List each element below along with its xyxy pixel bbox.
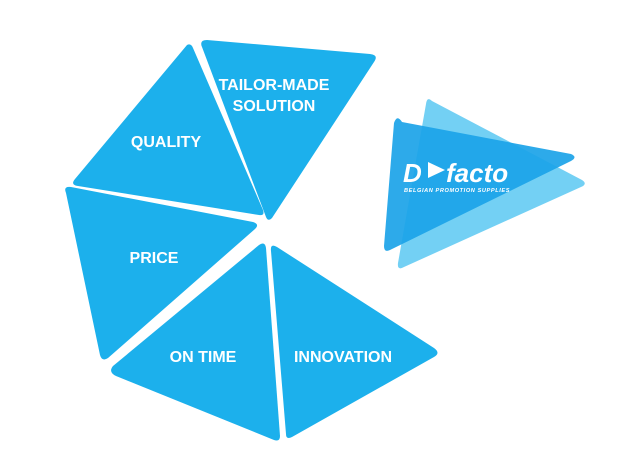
logo-brand-suffix: facto [446, 158, 508, 188]
segment-quality: QUALITY [73, 44, 264, 216]
logo-brand-prefix: D [403, 158, 422, 188]
segment-on-time-label: ON TIME [170, 349, 237, 366]
defacto-logo: D facto BELGIAN PROMOTION SUPPLIES [384, 99, 585, 269]
segment-quality-shape [73, 44, 264, 216]
play-triangle-icon [428, 162, 445, 178]
segment-innovation: INNOVATION [270, 245, 438, 438]
segment-innovation-label: INNOVATION [294, 349, 392, 366]
segment-price-label: PRICE [130, 250, 179, 267]
logo-tagline: BELGIAN PROMOTION SUPPLIES [404, 188, 510, 194]
segment-quality-label: QUALITY [131, 134, 202, 151]
segment-price: PRICE [65, 186, 258, 360]
segment-tailor-made-solution: TAILOR-MADE SOLUTION [201, 40, 376, 220]
segment-price-shape [65, 186, 258, 360]
segment-tailor-made-solution-shape [201, 40, 376, 220]
segment-on-time-shape [111, 243, 280, 441]
segment-tailor-made-solution-label-line1: TAILOR-MADE [219, 77, 330, 94]
segment-tailor-made-solution-label-line2: SOLUTION [233, 98, 316, 115]
segment-innovation-shape [270, 245, 438, 438]
segment-on-time: ON TIME [111, 243, 280, 441]
logo-front-triangle [384, 118, 575, 251]
